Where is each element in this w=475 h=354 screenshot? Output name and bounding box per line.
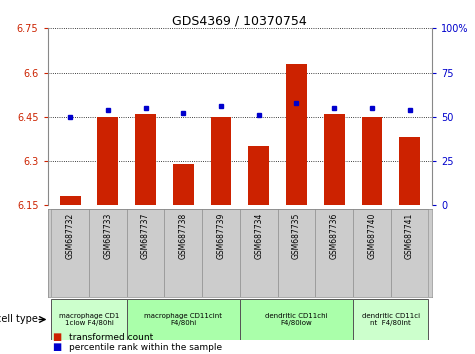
Bar	[173, 164, 194, 205]
Text: GSM687739: GSM687739	[217, 212, 226, 259]
Text: GSM687733: GSM687733	[104, 212, 113, 259]
Bar	[97, 117, 118, 205]
Bar	[164, 209, 202, 297]
Text: ■: ■	[52, 332, 61, 342]
Bar	[127, 299, 240, 340]
Bar	[89, 209, 127, 297]
Bar	[353, 209, 391, 297]
Bar	[286, 64, 307, 205]
Text: GSM687732: GSM687732	[66, 212, 75, 259]
Bar	[353, 299, 428, 340]
Bar	[315, 209, 353, 297]
Bar	[135, 114, 156, 205]
Bar	[277, 209, 315, 297]
Text: cell type: cell type	[0, 314, 38, 325]
Bar	[127, 209, 164, 297]
Bar	[361, 117, 382, 205]
Text: ■: ■	[52, 342, 61, 352]
Text: GSM687738: GSM687738	[179, 212, 188, 259]
Text: dendritic CD11ci
nt  F4/80int: dendritic CD11ci nt F4/80int	[361, 313, 420, 326]
Bar	[240, 299, 353, 340]
Bar	[51, 299, 127, 340]
Text: GSM687735: GSM687735	[292, 212, 301, 259]
Text: macrophage CD1
1clow F4/80hi: macrophage CD1 1clow F4/80hi	[59, 313, 119, 326]
Text: transformed count: transformed count	[69, 333, 153, 342]
Bar	[51, 209, 89, 297]
Bar	[399, 137, 420, 205]
Bar	[391, 209, 428, 297]
Bar	[202, 209, 240, 297]
Text: macrophage CD11cint
F4/80hi: macrophage CD11cint F4/80hi	[144, 313, 222, 326]
Bar	[240, 209, 277, 297]
Text: dendritic CD11chi
F4/80low: dendritic CD11chi F4/80low	[265, 313, 328, 326]
Bar	[324, 114, 344, 205]
Text: GSM687737: GSM687737	[141, 212, 150, 259]
Bar	[210, 117, 231, 205]
Text: GSM687734: GSM687734	[254, 212, 263, 259]
Text: GSM687736: GSM687736	[330, 212, 339, 259]
Title: GDS4369 / 10370754: GDS4369 / 10370754	[172, 14, 307, 27]
Text: percentile rank within the sample: percentile rank within the sample	[69, 343, 222, 352]
Text: GSM687741: GSM687741	[405, 212, 414, 259]
Bar	[60, 196, 80, 205]
Bar	[248, 146, 269, 205]
Text: GSM687740: GSM687740	[367, 212, 376, 259]
